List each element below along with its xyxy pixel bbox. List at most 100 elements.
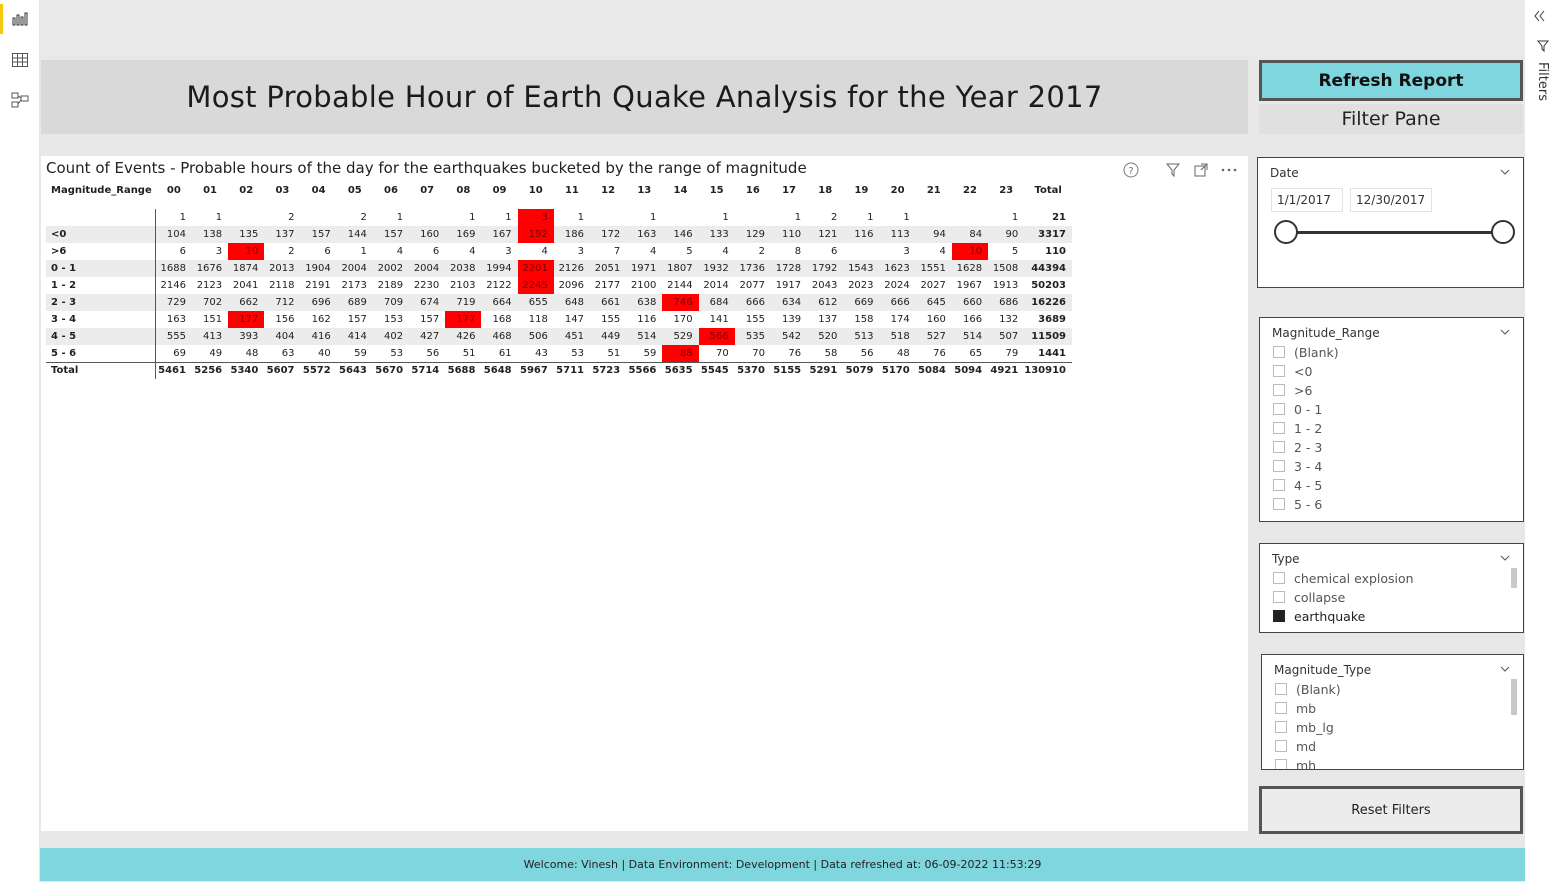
table-cell[interactable]: 6 <box>432 246 440 257</box>
table-cell[interactable]: 79 <box>1005 347 1019 359</box>
table-cell[interactable]: 1994 <box>481 260 518 277</box>
table-cell[interactable]: 527 <box>915 328 952 345</box>
help-icon[interactable]: ? <box>1122 162 1140 178</box>
highlighted-cell[interactable]: 10 <box>951 243 989 260</box>
column-total-cell[interactable]: 5967 <box>517 361 554 379</box>
hour-column-header[interactable]: 12 <box>601 185 616 196</box>
table-cell[interactable]: 2096 <box>558 280 585 291</box>
table-cell[interactable]: 162 <box>311 314 331 325</box>
table-cell[interactable]: 129 <box>734 226 771 243</box>
table-cell[interactable]: 449 <box>590 328 627 345</box>
column-total-cell[interactable]: 5291 <box>807 361 844 379</box>
table-cell[interactable]: 7 <box>613 246 621 257</box>
hour-column-header[interactable]: 13 <box>637 185 652 196</box>
checkbox[interactable] <box>1273 384 1285 396</box>
table-cell[interactable]: 167 <box>481 226 518 243</box>
checkbox[interactable] <box>1273 479 1285 491</box>
table-cell[interactable]: 1913 <box>992 280 1019 291</box>
table-cell[interactable]: 535 <box>734 328 771 345</box>
column-total-cell[interactable]: 5607 <box>264 361 301 379</box>
table-cell[interactable]: 729 <box>155 294 192 311</box>
table-cell[interactable]: 1 <box>722 212 729 223</box>
table-cell[interactable]: 4 <box>469 246 476 257</box>
checkbox[interactable] <box>1275 759 1287 769</box>
checkbox[interactable] <box>1273 498 1285 510</box>
row-total-cell[interactable]: 50203 <box>1031 280 1067 291</box>
hour-column-header[interactable]: 02 <box>239 185 254 196</box>
table-cell[interactable] <box>301 209 337 226</box>
table-cell[interactable]: 6 <box>179 246 186 257</box>
total-column-header[interactable]: Total <box>1034 185 1062 196</box>
table-cell[interactable]: 427 <box>409 328 446 345</box>
checkbox[interactable] <box>1273 365 1285 377</box>
table-cell[interactable]: 674 <box>409 294 446 311</box>
table-cell[interactable]: 160 <box>926 314 946 325</box>
table-cell[interactable]: 2 <box>758 246 765 257</box>
table-cell[interactable]: 634 <box>770 294 808 311</box>
checkbox[interactable] <box>1275 721 1287 733</box>
highlighted-cell[interactable]: 2245 <box>517 277 554 294</box>
table-cell[interactable]: 468 <box>481 328 518 345</box>
chevron-down-icon[interactable] <box>1499 552 1511 564</box>
row-label[interactable]: 5 - 6 <box>46 345 157 362</box>
row-total-cell[interactable]: 21 <box>1052 212 1067 223</box>
table-cell[interactable]: 529 <box>662 328 699 345</box>
table-cell[interactable]: 2126 <box>553 260 591 277</box>
row-total-cell[interactable]: 3689 <box>1038 314 1067 325</box>
table-row[interactable]: 1 - 2 2146 2123 2041 2118 2191 2173 2189 2230 210… <box>46 277 1072 294</box>
table-cell[interactable]: 666 <box>734 294 771 311</box>
row-label[interactable]: <0 <box>46 226 157 243</box>
hour-column-header[interactable]: 08 <box>456 185 471 196</box>
table-cell[interactable]: 2 <box>288 246 295 257</box>
table-cell[interactable]: 702 <box>191 294 229 311</box>
hour-column-header[interactable]: 23 <box>999 185 1014 196</box>
chevron-down-icon[interactable] <box>1499 326 1511 338</box>
table-cell[interactable]: 94 <box>915 226 952 243</box>
table-cell[interactable]: 2189 <box>377 280 404 291</box>
row-header[interactable]: Magnitude_Range <box>51 185 152 196</box>
table-cell[interactable]: 709 <box>372 294 410 311</box>
table-cell[interactable]: 2122 <box>486 280 512 291</box>
table-cell[interactable]: 1792 <box>807 260 844 277</box>
hour-column-header[interactable]: 03 <box>275 185 290 196</box>
table-row[interactable]: <0 104 138 135 137 157 144 157 160 169 167 192 186 17… <box>46 226 1073 243</box>
table-cell[interactable]: 153 <box>383 314 404 325</box>
table-cell[interactable]: 133 <box>698 226 735 243</box>
date-end-input[interactable]: 12/30/2017 <box>1350 188 1432 212</box>
table-cell[interactable]: 4 <box>722 246 729 257</box>
hour-column-header[interactable]: 14 <box>673 185 688 196</box>
row-total-cell[interactable]: 3317 <box>1024 226 1073 243</box>
checkbox[interactable] <box>1275 740 1287 752</box>
slicer-option[interactable]: (Blank) <box>1273 343 1339 361</box>
table-cell[interactable]: 76 <box>933 347 946 359</box>
table-cell[interactable]: 1807 <box>662 260 699 277</box>
checkbox[interactable] <box>1273 610 1285 622</box>
table-cell[interactable]: 1 <box>1011 212 1019 223</box>
highlighted-cell[interactable]: 192 <box>517 226 554 243</box>
highlighted-cell[interactable]: 746 <box>662 294 699 311</box>
table-cell[interactable]: 664 <box>481 294 518 311</box>
table-cell[interactable]: 507 <box>988 328 1025 345</box>
table-cell[interactable]: 43 <box>535 347 548 359</box>
column-total-cell[interactable]: 5711 <box>553 361 591 379</box>
reset-filters-button[interactable]: Reset Filters <box>1259 786 1523 834</box>
table-cell[interactable]: 2077 <box>739 280 765 291</box>
column-total-cell[interactable]: 5723 <box>590 361 627 379</box>
column-total-cell[interactable]: 5079 <box>843 361 880 379</box>
table-cell[interactable]: 2041 <box>232 280 259 291</box>
table-cell[interactable]: 2002 <box>372 260 410 277</box>
hour-column-header[interactable]: 11 <box>564 185 579 196</box>
table-cell[interactable]: 48 <box>245 347 259 359</box>
table-cell[interactable]: 135 <box>228 226 265 243</box>
column-total-cell[interactable]: 5545 <box>698 361 735 379</box>
column-total-cell[interactable]: 5256 <box>191 361 229 379</box>
table-cell[interactable]: 5 <box>1011 246 1019 257</box>
table-cell[interactable] <box>843 243 879 260</box>
table-cell[interactable]: 2051 <box>590 260 627 277</box>
table-cell[interactable]: 1551 <box>915 260 952 277</box>
filter-icon[interactable] <box>1537 40 1549 52</box>
row-total-cell[interactable]: 11509 <box>1024 328 1073 345</box>
hour-column-header[interactable]: 04 <box>311 185 326 196</box>
table-cell[interactable]: 661 <box>590 294 627 311</box>
table-cell[interactable]: 719 <box>445 294 482 311</box>
